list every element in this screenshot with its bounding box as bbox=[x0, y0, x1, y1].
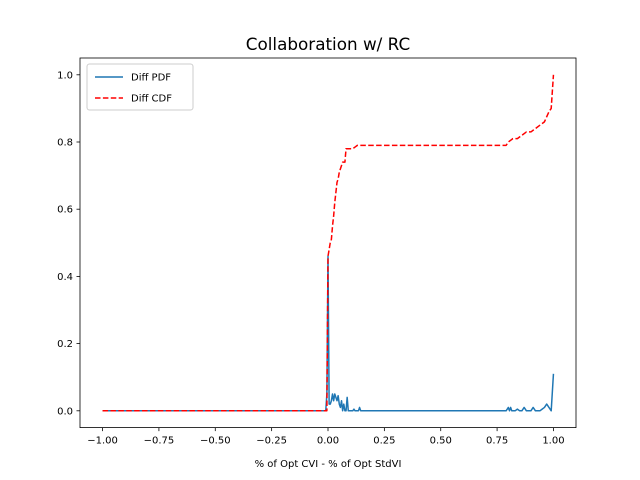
series-line-diff-pdf bbox=[102, 255, 555, 412]
y-tick-label: 1.0 bbox=[57, 70, 73, 81]
y-tick-label: 0.0 bbox=[57, 406, 73, 417]
x-tick-label: 0.25 bbox=[373, 436, 395, 447]
y-tick-label: 0.4 bbox=[57, 272, 73, 283]
y-axis: 0.0 0.2 0.4 0.6 0.8 1.0 bbox=[57, 70, 80, 417]
x-tick-label: −0.75 bbox=[144, 436, 175, 447]
x-tick-label: 0.75 bbox=[486, 436, 508, 447]
x-tick-label: −1.00 bbox=[87, 436, 118, 447]
series-line-diff-cdf bbox=[102, 74, 555, 412]
legend: Diff PDF Diff CDF bbox=[86, 63, 194, 111]
y-tick-label: 0.8 bbox=[57, 138, 73, 149]
legend-label: Diff CDF bbox=[131, 94, 172, 105]
chart-title: Collaboration w/ RC bbox=[246, 34, 410, 54]
y-tick-label: 0.6 bbox=[57, 205, 73, 216]
x-tick-label: 0.00 bbox=[317, 436, 339, 447]
x-tick-label: 0.50 bbox=[430, 436, 452, 447]
legend-label: Diff PDF bbox=[131, 73, 171, 84]
x-axis-label: % of Opt CVI - % of Opt StdVI bbox=[255, 459, 402, 470]
y-tick-label: 0.2 bbox=[57, 339, 73, 350]
x-tick-label: 1.00 bbox=[542, 436, 564, 447]
x-axis: −1.00 −0.75 −0.50 −0.25 0.00 0.25 0.50 0.75 1.00 bbox=[87, 427, 565, 447]
x-tick-label: −0.25 bbox=[256, 436, 287, 447]
x-tick-label: −0.50 bbox=[200, 436, 231, 447]
